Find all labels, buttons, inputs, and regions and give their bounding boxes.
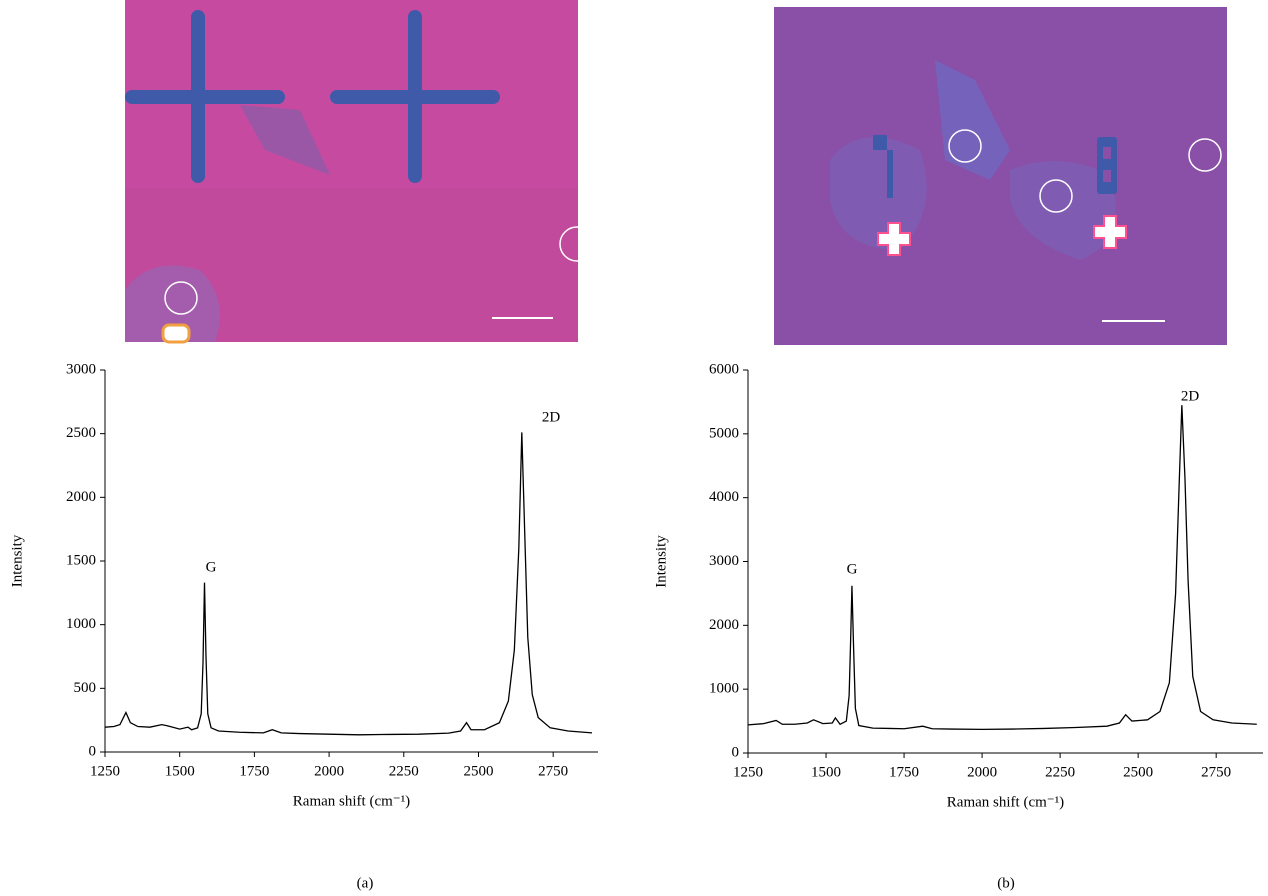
x-axis-label: Raman shift (cm⁻¹) xyxy=(293,793,410,809)
x-tick-label: 2000 xyxy=(967,764,997,780)
x-tick-label: 1250 xyxy=(90,763,120,779)
y-tick-label: 3000 xyxy=(66,361,96,377)
y-tick-label: 3000 xyxy=(709,553,739,569)
y-tick-label: 0 xyxy=(89,743,97,759)
y-tick-label: 2000 xyxy=(709,617,739,633)
y-tick-label: 2000 xyxy=(66,489,96,505)
y-tick-label: 0 xyxy=(732,744,740,760)
y-tick-label: 6000 xyxy=(709,361,739,377)
annotation: G xyxy=(206,559,217,575)
spectrum-line xyxy=(747,405,1257,731)
annotation: 2D xyxy=(542,409,561,425)
x-tick-label: 2500 xyxy=(463,763,493,779)
micrograph-a xyxy=(125,0,595,344)
y-tick-label: 500 xyxy=(74,680,97,696)
x-tick-label: 2250 xyxy=(1045,764,1075,780)
y-tick-label: 1000 xyxy=(66,616,96,632)
spectrum-line xyxy=(104,432,593,736)
panel-label: (b) xyxy=(997,875,1015,891)
y-tick-label: 5000 xyxy=(709,425,739,441)
panel-label: (a) xyxy=(357,875,374,891)
x-tick-label: 1500 xyxy=(811,764,841,780)
y-tick-label: 4000 xyxy=(709,489,739,505)
x-tick-label: 1500 xyxy=(165,763,195,779)
x-tick-label: 1250 xyxy=(733,764,763,780)
x-tick-label: 2500 xyxy=(1123,764,1153,780)
x-tick-label: 2000 xyxy=(314,763,344,779)
y-tick-label: 1000 xyxy=(709,681,739,697)
x-tick-label: 1750 xyxy=(239,763,269,779)
y-tick-label: 2500 xyxy=(66,425,96,441)
x-tick-label: 2750 xyxy=(538,763,568,779)
x-tick-label: 2250 xyxy=(389,763,419,779)
micrograph-b xyxy=(774,7,1227,345)
x-tick-label: 2750 xyxy=(1201,764,1231,780)
x-axis-label: Raman shift (cm⁻¹) xyxy=(947,794,1064,810)
annotation: 2D xyxy=(1181,388,1200,404)
y-axis-label: Intensity xyxy=(9,534,25,587)
y-tick-label: 1500 xyxy=(66,552,96,568)
annotation: G xyxy=(847,561,858,577)
x-tick-label: 1750 xyxy=(889,764,919,780)
y-axis-label: Intensity xyxy=(653,535,669,588)
